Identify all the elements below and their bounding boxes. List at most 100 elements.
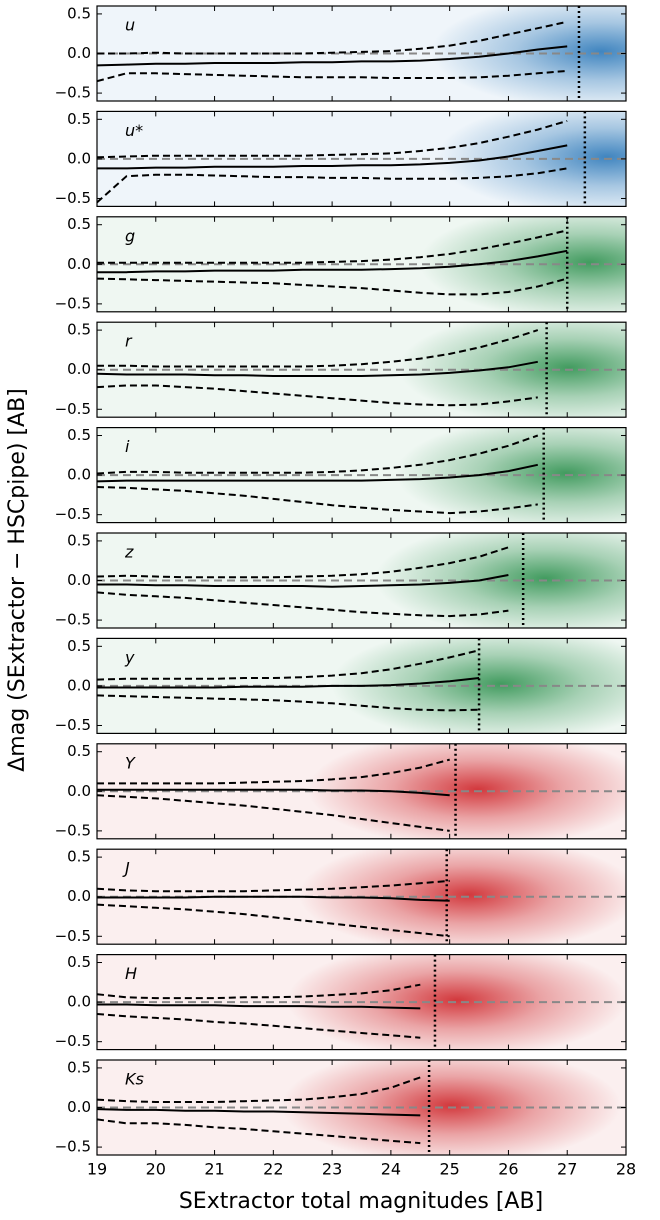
x-tick-label: 26 (498, 1160, 518, 1179)
panel-label: H (125, 964, 137, 983)
panel-label: r (125, 332, 133, 351)
density (298, 849, 626, 945)
y-tick-label: 0.5 (67, 637, 91, 655)
panel: −0.5 0.0 0.5 i (55, 426, 627, 524)
y-axis-label: Δmag (SExtractor − HSCpipe) [AB] (5, 388, 30, 772)
lower-percentile (97, 903, 450, 938)
x-tick-label: 27 (557, 1160, 577, 1179)
panel: −0.5 0.0 0.5 H (55, 953, 627, 1051)
plot-area (97, 743, 626, 839)
lower-percentile (97, 1013, 421, 1039)
y-tick-label: 0.0 (67, 360, 91, 378)
y-tick-label: −0.5 (55, 716, 91, 734)
plot-area (97, 1060, 626, 1155)
y-tick-label: −0.5 (55, 611, 91, 629)
panel-label: g (125, 226, 135, 245)
x-tick-label: 19 (87, 1160, 107, 1179)
lower-percentile (97, 794, 450, 832)
plot-area (97, 427, 626, 523)
y-tick-label: 0.0 (67, 255, 91, 273)
plot-area (97, 849, 626, 945)
y-tick-label: 0.0 (67, 993, 91, 1011)
upper-percentile (97, 1076, 421, 1103)
panel-label: z (124, 543, 134, 562)
y-tick-label: 0.0 (67, 1098, 91, 1116)
y-tick-label: 0.5 (67, 321, 91, 339)
upper-percentile (97, 649, 480, 681)
plot-area (97, 322, 626, 418)
density (398, 322, 626, 418)
x-tick-label: 24 (381, 1160, 401, 1179)
lower-percentile (97, 277, 568, 296)
median-line (97, 45, 568, 67)
y-tick-label: −0.5 (55, 400, 91, 418)
x-tick-label: 23 (322, 1160, 342, 1179)
y-tick-label: −0.5 (55, 294, 91, 312)
panel-label: u (125, 16, 135, 35)
y-tick-label: 0.0 (67, 149, 91, 167)
density (395, 427, 626, 523)
y-tick-label: 0.5 (67, 110, 91, 128)
upper-percentile (97, 329, 539, 368)
panel: 19 20 21 22 23 24 25 26 27 28 −0.5 0.0 0.5 Ks (55, 1058, 637, 1179)
y-tick-label: −0.5 (55, 821, 91, 839)
lower-percentile (97, 1118, 421, 1145)
median-line (97, 788, 450, 797)
lower-percentile (97, 694, 480, 712)
y-tick-label: 0.5 (67, 426, 91, 444)
plot-area (97, 111, 626, 207)
median-line (97, 249, 568, 274)
median-line (97, 360, 538, 377)
upper-percentile (97, 546, 509, 579)
y-tick-label: 0.0 (67, 571, 91, 589)
lower-percentile (97, 384, 538, 407)
panel: −0.5 0.0 0.5 y (55, 637, 627, 735)
y-tick-label: 0.5 (67, 4, 91, 22)
plot-area (97, 533, 626, 628)
plot-area (97, 6, 626, 101)
median-line (97, 677, 480, 689)
y-tick-label: −0.5 (55, 1138, 91, 1156)
x-tick-label: 21 (204, 1160, 224, 1179)
y-tick-label: 0.5 (67, 953, 91, 971)
y-tick-label: −0.5 (55, 189, 91, 207)
median-line (97, 463, 539, 483)
y-tick-label: 0.5 (67, 531, 91, 549)
panel-label: Y (125, 753, 136, 772)
panel-label: J (122, 859, 130, 878)
density (287, 954, 626, 1050)
panel: −0.5 0.0 0.5 u* (55, 110, 627, 208)
lower-percentile (97, 486, 538, 515)
y-tick-label: 0.5 (67, 848, 91, 866)
y-tick-label: −0.5 (55, 1032, 91, 1050)
y-tick-label: 0.0 (67, 782, 91, 800)
y-tick-label: 0.0 (67, 466, 91, 484)
upper-percentile (97, 879, 450, 893)
upper-percentile (97, 119, 568, 159)
lower-percentile (97, 69, 568, 83)
upper-percentile (97, 434, 539, 475)
x-tick-label: 22 (263, 1160, 283, 1179)
x-axis-label: SExtractor total magnitudes [AB] (179, 1189, 543, 1214)
y-tick-label: 0.0 (67, 676, 91, 694)
density (331, 638, 626, 734)
median-line (97, 574, 509, 588)
x-tick-label: 25 (439, 1160, 459, 1179)
plot-area (97, 954, 626, 1050)
x-tick-label: 20 (146, 1160, 166, 1179)
y-tick-label: 0.5 (67, 215, 91, 233)
lower-percentile (97, 591, 509, 618)
upper-percentile (97, 229, 568, 264)
median-line (97, 144, 568, 170)
median-line (97, 1108, 421, 1117)
y-tick-label: 0.5 (67, 742, 91, 760)
plot-area (97, 216, 626, 312)
plot-area (97, 638, 626, 734)
y-tick-label: 0.5 (67, 1058, 91, 1076)
density (307, 743, 626, 839)
median-line (97, 1003, 421, 1010)
panel: −0.5 0.0 0.5 J (55, 848, 627, 945)
y-tick-label: −0.5 (55, 84, 91, 102)
panel-label: Ks (125, 1070, 144, 1089)
